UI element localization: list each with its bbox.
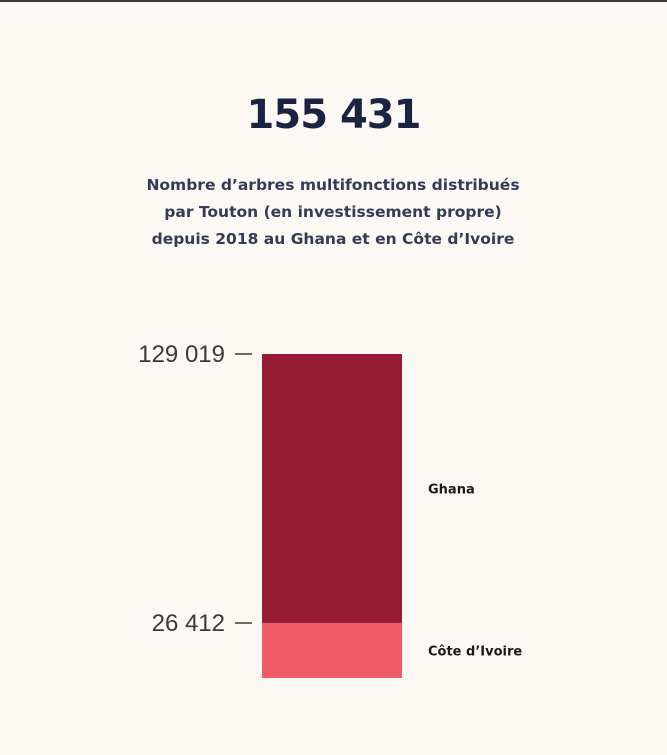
tick-label-ghana: 129 019 [138,341,225,368]
segment-label-cote-d-ivoire: Côte d’Ivoire [428,644,522,659]
subtitle-line-2: par Touton (en investissement propre) [164,203,502,221]
subtitle-line-1: Nombre d’arbres multifonctions distribué… [146,176,520,194]
bar-segment-cote-d-ivoire [262,622,402,678]
subtitle-line-3: depuis 2018 au Ghana et en Côte d’Ivoire [151,230,515,248]
segment-label-ghana: Ghana [428,482,475,497]
headline-total: 155 431 [246,92,422,138]
chart-subtitle: Nombre d’arbres multifonctions distribué… [83,172,583,253]
tick-label-cote-d-ivoire: 26 412 [152,610,225,637]
bar-segment-ghana [262,354,402,623]
top-rule [0,0,667,2]
